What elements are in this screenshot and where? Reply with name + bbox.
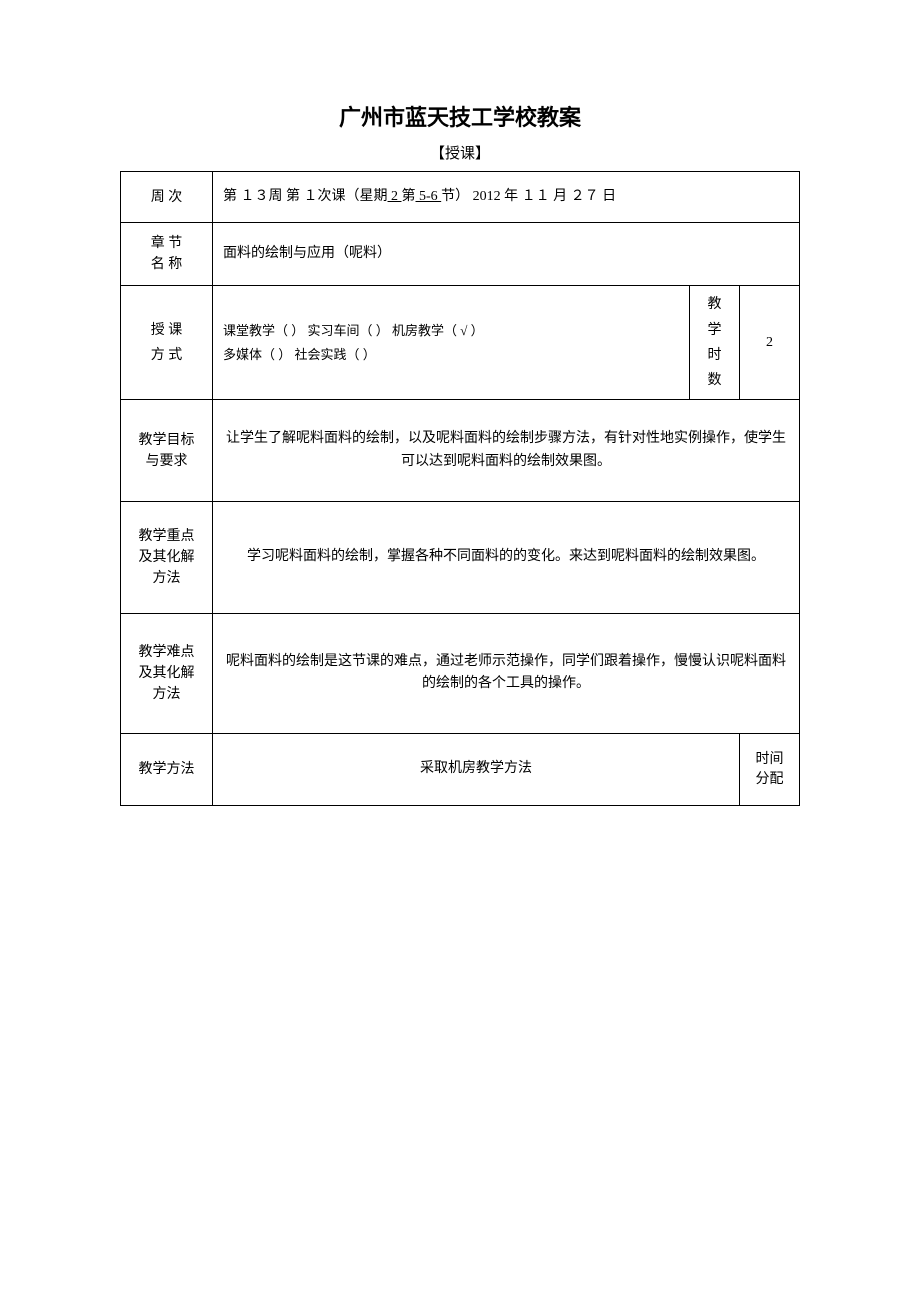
objective-value: 让学生了解呢料面料的绘制，以及呢料面料的绘制步骤方法，有针对性地实例操作，使学生… — [213, 400, 800, 502]
row-method: 教学方法 采取机房教学方法 时间分配 — [121, 733, 800, 805]
document-title: 广州市蓝天技工学校教案 — [120, 100, 800, 132]
time-label: 时间分配 — [740, 733, 800, 805]
document-subtitle: 【授课】 — [120, 142, 800, 163]
objective-label: 教学目标与要求 — [121, 400, 213, 502]
difficulty-label: 教学难点及其化解方法 — [121, 613, 213, 733]
mode-value: 课堂教学（ ） 实习车间（ ） 机房教学（ √ ） 多媒体（ ） 社会实践（ ） — [213, 286, 690, 400]
row-chapter: 章 节名 称 面料的绘制与应用（呢料） — [121, 223, 800, 286]
week-label: 周 次 — [121, 172, 213, 223]
row-mode: 授 课方 式 课堂教学（ ） 实习车间（ ） 机房教学（ √ ） 多媒体（ ） … — [121, 286, 800, 400]
week-prefix: 第 １３周 第 １次课（星期 — [223, 189, 388, 204]
lesson-plan-table: 周 次 第 １３周 第 １次课（星期 2 第 5-6 节） 2012 年 １１ … — [120, 171, 800, 806]
keypoint-value: 学习呢料面料的绘制，掌握各种不同面料的的变化。来达到呢料面料的绘制效果图。 — [213, 501, 800, 613]
chapter-label: 章 节名 称 — [121, 223, 213, 286]
week-suffix: 节） 2012 年 １１ 月 ２７ 日 — [441, 189, 616, 204]
week-value: 第 １３周 第 １次课（星期 2 第 5-6 节） 2012 年 １１ 月 ２７… — [213, 172, 800, 223]
week-period: 5-6 — [416, 189, 442, 204]
hours-value: 2 — [740, 286, 800, 400]
row-keypoint: 教学重点及其化解方法 学习呢料面料的绘制，掌握各种不同面料的的变化。来达到呢料面… — [121, 501, 800, 613]
week-mid: 第 — [402, 189, 416, 204]
chapter-value: 面料的绘制与应用（呢料） — [213, 223, 800, 286]
method-value: 采取机房教学方法 — [213, 733, 740, 805]
week-day: 2 — [388, 189, 402, 204]
keypoint-label: 教学重点及其化解方法 — [121, 501, 213, 613]
hours-label: 教 学时 数 — [690, 286, 740, 400]
mode-label: 授 课方 式 — [121, 286, 213, 400]
method-label: 教学方法 — [121, 733, 213, 805]
row-difficulty: 教学难点及其化解方法 呢料面料的绘制是这节课的难点，通过老师示范操作，同学们跟着… — [121, 613, 800, 733]
row-week: 周 次 第 １３周 第 １次课（星期 2 第 5-6 节） 2012 年 １１ … — [121, 172, 800, 223]
mode-line1: 课堂教学（ ） 实习车间（ ） 机房教学（ √ ） — [223, 323, 484, 338]
mode-line2: 多媒体（ ） 社会实践（ ） — [223, 347, 376, 362]
difficulty-value: 呢料面料的绘制是这节课的难点，通过老师示范操作，同学们跟着操作，慢慢认识呢料面料… — [213, 613, 800, 733]
row-objective: 教学目标与要求 让学生了解呢料面料的绘制，以及呢料面料的绘制步骤方法，有针对性地… — [121, 400, 800, 502]
